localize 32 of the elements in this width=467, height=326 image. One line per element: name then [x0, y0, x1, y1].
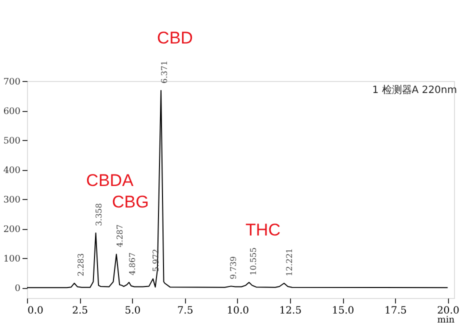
x-tick-label: 0.0	[28, 306, 44, 316]
annotation: 10.555	[249, 247, 258, 276]
annotation: CBG	[112, 192, 149, 212]
x-tick-label: 20.0	[437, 306, 460, 316]
x-tick-label: 12.5	[279, 306, 302, 316]
y-tick-label: 0	[14, 284, 21, 294]
annotation: 3.358	[94, 203, 104, 226]
annotation: 4.867	[128, 252, 138, 276]
x-tick-label: 15.0	[332, 306, 354, 316]
annotation: 5.972	[151, 248, 160, 272]
y-tick-label: 400	[3, 166, 21, 176]
y-tick-label: 600	[3, 107, 21, 118]
annotation: CBD	[157, 28, 193, 48]
annotation: 6.371	[160, 60, 169, 84]
annotation: CBDA	[86, 171, 134, 190]
y-tick-label: 100	[3, 254, 21, 265]
annotation: THC	[246, 220, 280, 240]
annotation: 12.221	[284, 248, 294, 276]
y-tick-label: 700	[3, 78, 21, 88]
y-tick-label: 500	[3, 136, 21, 147]
x-tick-label: 17.5	[384, 306, 407, 316]
annotation: 9.739	[229, 256, 238, 280]
y-tick-label: 300	[3, 196, 21, 206]
annotation: 1 检测器A 220nm	[372, 84, 457, 96]
annotation: 2.283	[76, 253, 86, 276]
annotation: 4.287	[116, 224, 125, 248]
x-tick-label: 5.0	[124, 306, 141, 316]
y-tick-label: 200	[3, 225, 21, 236]
x-tick-label: 10.0	[226, 306, 249, 316]
x-tick-label: 2.5	[72, 306, 88, 316]
x-tick-label: 7.5	[177, 306, 194, 316]
x-axis-title: min	[437, 316, 455, 326]
